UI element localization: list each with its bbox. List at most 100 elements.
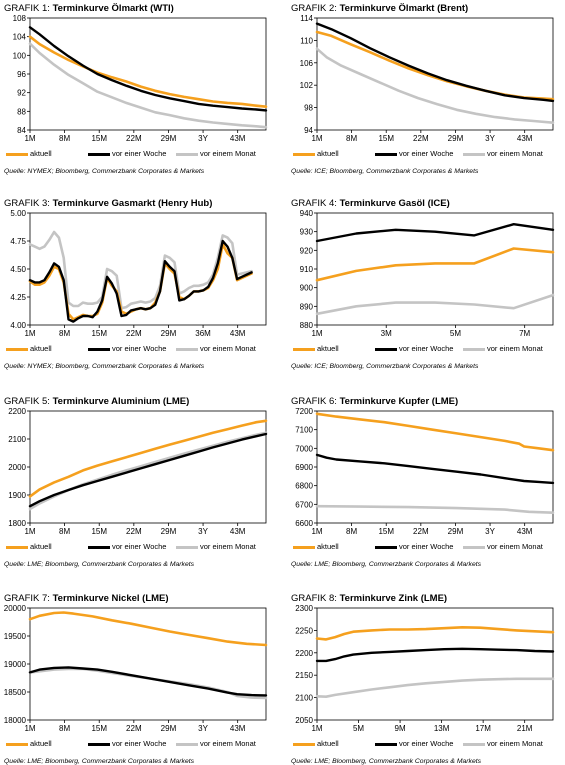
y-tick-label: 7200 <box>295 407 313 416</box>
x-tick-label: 15M <box>91 329 107 338</box>
legend-swatch <box>176 348 198 351</box>
legend-label: vor einem Monat <box>200 149 256 158</box>
legend-swatch <box>375 153 397 156</box>
y-tick-label: 2250 <box>295 626 313 635</box>
legend-label: aktuell <box>30 542 52 551</box>
legend-label: vor einer Woche <box>399 149 454 158</box>
chart-number-label: GRAFIK 4: <box>291 198 337 209</box>
y-tick-label: 6900 <box>295 463 313 472</box>
chart-title-text: Terminkurve Zink (LME) <box>339 593 448 604</box>
chart-panel-7: GRAFIK 7: Terminkurve Nickel (LME) 18000 1… <box>4 592 276 765</box>
legend-label: aktuell <box>30 344 52 353</box>
plot-frame <box>316 410 554 524</box>
plot-area: 1800 1900 2000 2100 2200 1M 8M 15M 22M 29M 3Y 43M <box>4 407 272 537</box>
x-tick-label: 29M <box>161 527 177 536</box>
line-chart-3: 4.00 4.25 4.50 4.75 5.00 1M 8M 15M 22M 29M 36M 43M <box>10 209 267 338</box>
series-line-vor-einem-monat <box>28 42 268 129</box>
legend-swatch <box>293 546 315 549</box>
x-tick-label: 29M <box>448 134 464 143</box>
y-tick-label: 2100 <box>8 435 26 444</box>
x-tick-label: 8M <box>59 329 70 338</box>
y-tick-label: 2000 <box>8 463 26 472</box>
legend-label: vor einer Woche <box>399 344 454 353</box>
axes: 1800 1900 2000 2100 2200 1M 8M 15M 22M 29M 3Y 43M <box>8 407 246 536</box>
x-tick-label: 22M <box>413 134 429 143</box>
legend-swatch <box>88 743 110 746</box>
x-tick-label: 3Y <box>485 527 495 536</box>
plot-area: 84 88 92 96 100 104 108 1M 8M 15M 22M 29M 3Y 43M <box>4 14 272 144</box>
x-tick-label: 8M <box>59 527 70 536</box>
y-tick-label: 4.75 <box>10 237 26 246</box>
y-tick-label: 6700 <box>295 500 313 509</box>
series-line-vor-einem-monat <box>28 230 253 310</box>
x-tick-label: 7M <box>519 329 530 338</box>
legend-label: vor einer Woche <box>112 542 167 551</box>
plot-area: 880 890 900 910 920 930 940 1M 3M 5M 7M <box>291 209 559 339</box>
series-line-vor-einer-woche <box>28 432 268 508</box>
y-tick-label: 4.00 <box>10 321 26 330</box>
x-tick-label: 1M <box>311 329 322 338</box>
x-tick-label: 29M <box>161 724 177 733</box>
x-tick-label: 43M <box>230 329 246 338</box>
chart-title-text: Terminkurve Gasöl (ICE) <box>339 198 450 209</box>
x-tick-label: 13M <box>434 724 450 733</box>
x-tick-label: 3Y <box>198 134 208 143</box>
y-tick-label: 2300 <box>295 604 313 613</box>
series-line-vor-einem-monat <box>315 293 555 316</box>
y-tick-label: 18000 <box>4 716 27 725</box>
chart-panel-4: GRAFIK 4: Terminkurve Gasöl (ICE) 880 890 9… <box>291 197 563 370</box>
legend-swatch <box>463 153 485 156</box>
y-tick-label: 94 <box>304 126 313 135</box>
x-tick-label: 15M <box>91 724 107 733</box>
y-tick-label: 92 <box>17 89 26 98</box>
axes: 18000 18500 19000 19500 20000 1M 8M 15M 22M 29M 3Y… <box>4 604 246 733</box>
y-tick-label: 910 <box>300 265 314 274</box>
x-tick-label: 22M <box>126 527 142 536</box>
chart-number-label: GRAFIK 2: <box>291 3 337 14</box>
y-tick-label: 102 <box>300 81 314 90</box>
x-tick-label: 29M <box>161 134 177 143</box>
axes: 880 890 900 910 920 930 940 1M 3M 5M 7M <box>300 209 531 338</box>
y-tick-label: 106 <box>300 59 314 68</box>
source-note: Quelle: ICE; Bloomberg, Commerzbank Corp… <box>291 363 479 370</box>
chart-number-label: GRAFIK 1: <box>4 3 50 14</box>
x-tick-label: 1M <box>24 329 35 338</box>
chart-title: GRAFIK 7: Terminkurve Nickel (LME) <box>4 592 276 606</box>
legend-swatch <box>88 348 110 351</box>
line-chart-7: 18000 18500 19000 19500 20000 1M 8M 15M 22M 29M 3Y… <box>4 604 268 733</box>
x-tick-label: 3Y <box>198 724 208 733</box>
series-line-vor-einem-monat <box>315 677 555 698</box>
line-chart-6: 6600 6700 6800 6900 7000 7100 7200 1M 8M 15M 22M 29… <box>295 407 555 536</box>
x-tick-label: 21M <box>517 724 533 733</box>
chart-title: GRAFIK 1: Terminkurve Ölmarkt (WTI) <box>4 2 276 16</box>
y-tick-label: 2200 <box>8 407 26 416</box>
chart-number-label: GRAFIK 6: <box>291 396 337 407</box>
series-line-aktuell <box>315 247 555 282</box>
legend-label: vor einem Monat <box>487 542 543 551</box>
legend-swatch <box>293 743 315 746</box>
legend-swatch <box>176 546 198 549</box>
y-tick-label: 108 <box>13 14 27 23</box>
legend-label: vor einer Woche <box>399 542 454 551</box>
plot-frame <box>29 607 267 721</box>
x-tick-label: 1M <box>24 134 35 143</box>
chart-title-text: Terminkurve Kupfer (LME) <box>339 396 459 407</box>
series-line-vor-einer-woche <box>315 223 555 243</box>
legend-swatch <box>293 348 315 351</box>
y-tick-label: 1800 <box>8 519 26 528</box>
x-tick-label: 1M <box>311 724 322 733</box>
x-tick-label: 8M <box>59 724 70 733</box>
source-note: Quelle: NYMEX; Bloomberg, Commerzbank Co… <box>4 363 205 370</box>
x-tick-label: 22M <box>126 134 142 143</box>
axes: 6600 6700 6800 6900 7000 7100 7200 1M 8M 15M 22M 29… <box>295 407 533 536</box>
x-tick-label: 22M <box>126 724 142 733</box>
line-chart-1: 84 88 92 96 100 104 108 1M 8M 15M 22M 29M 3Y 43M <box>13 14 268 143</box>
x-tick-label: 43M <box>230 724 246 733</box>
y-tick-label: 84 <box>17 126 26 135</box>
x-tick-label: 29M <box>448 527 464 536</box>
series-line-aktuell <box>28 35 268 108</box>
legend-label: aktuell <box>317 542 339 551</box>
y-tick-label: 5.00 <box>10 209 26 218</box>
chart-panel-1: GRAFIK 1: Terminkurve Ölmarkt (WTI) 84 88 9… <box>4 2 276 175</box>
